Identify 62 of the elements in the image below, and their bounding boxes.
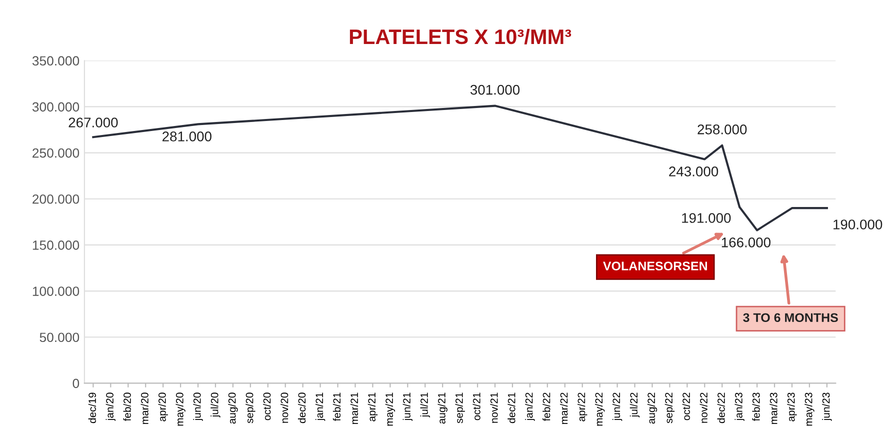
x-tick-label: feb/22: [542, 392, 550, 422]
x-tick-label: nov/22: [700, 392, 708, 423]
y-tick-label: 350.000: [32, 56, 80, 66]
x-tick-label: jan/20: [106, 392, 116, 421]
annotation: VOLANESORSEN: [603, 262, 707, 270]
x-tick-label: mar/21: [350, 392, 358, 424]
x-tick-label: sep/20: [246, 392, 256, 424]
x-tick-label: oct/20: [263, 392, 271, 420]
x-tick-label: feb/21: [332, 392, 341, 422]
chart-title: PLATELETS X 10³/MM³: [350, 28, 572, 44]
x-tick-label: jun/22: [612, 392, 622, 421]
x-tick-label: jul/21: [420, 392, 430, 418]
x-tick-label: jun/23: [822, 392, 832, 421]
x-tick-label: jun/20: [193, 392, 203, 421]
y-tick-label: 100.000: [32, 286, 80, 296]
data-label: 191.000: [682, 213, 731, 223]
x-tick-label: dec/21: [508, 392, 516, 424]
x-tick-label: apr/20: [158, 392, 168, 422]
x-tick-label: oct/21: [472, 392, 480, 420]
y-tick-label: 50.000: [40, 332, 80, 342]
y-tick-label: 0: [72, 378, 80, 388]
x-tick-label: dec/22: [717, 392, 725, 424]
x-tick-label: may/21: [385, 392, 396, 426]
data-label: 243.000: [669, 166, 718, 176]
x-tick-label: dec/19: [88, 392, 96, 424]
x-tick-label: feb/20: [123, 392, 131, 422]
x-tick-label: mar/23: [770, 392, 778, 424]
data-label: 301.000: [470, 84, 520, 95]
x-tick-label: aug/20: [228, 392, 238, 424]
x-tick-label: jul/20: [210, 392, 220, 418]
x-tick-label: sep/22: [664, 392, 675, 424]
x-tick-label: jun/21: [402, 392, 413, 421]
x-tick-label: feb/23: [752, 392, 760, 422]
y-tick-label: 300.000: [32, 102, 80, 112]
x-tick-label: nov/20: [280, 392, 288, 423]
data-label: 267.000: [68, 118, 118, 128]
annotation: 3 TO 6 MONTHS: [743, 313, 838, 322]
x-tick-label: mar/20: [140, 392, 148, 424]
y-tick-label: 150.000: [32, 240, 80, 250]
x-tick-label: jan/22: [525, 392, 535, 421]
x-tick-label: nov/21: [490, 392, 498, 423]
x-tick-label: may/22: [594, 392, 605, 426]
y-tick-label: 250.000: [32, 148, 80, 158]
y-tick-label: 200.000: [32, 194, 80, 204]
x-tick-label: dec/20: [298, 392, 306, 424]
x-tick-label: oct/22: [682, 392, 690, 420]
data-label: 190.000: [834, 220, 882, 230]
data-label: 281.000: [162, 132, 212, 142]
x-tick-label: may/23: [804, 392, 814, 426]
x-tick-label: aug/22: [647, 392, 658, 424]
x-tick-label: apr/21: [368, 392, 378, 422]
x-tick-label: jul/22: [630, 392, 640, 418]
x-tick-label: sep/21: [455, 392, 465, 424]
data-label: 166.000: [722, 238, 770, 248]
x-tick-label: jan/21: [315, 392, 326, 421]
data-label: 258.000: [698, 124, 747, 134]
x-tick-label: aug/21: [438, 392, 448, 424]
x-tick-label: may/20: [176, 392, 186, 426]
x-tick-label: apr/22: [577, 392, 588, 422]
x-tick-label: mar/22: [560, 392, 568, 424]
x-tick-label: apr/23: [787, 392, 797, 422]
x-tick-label: jan/23: [734, 392, 744, 421]
